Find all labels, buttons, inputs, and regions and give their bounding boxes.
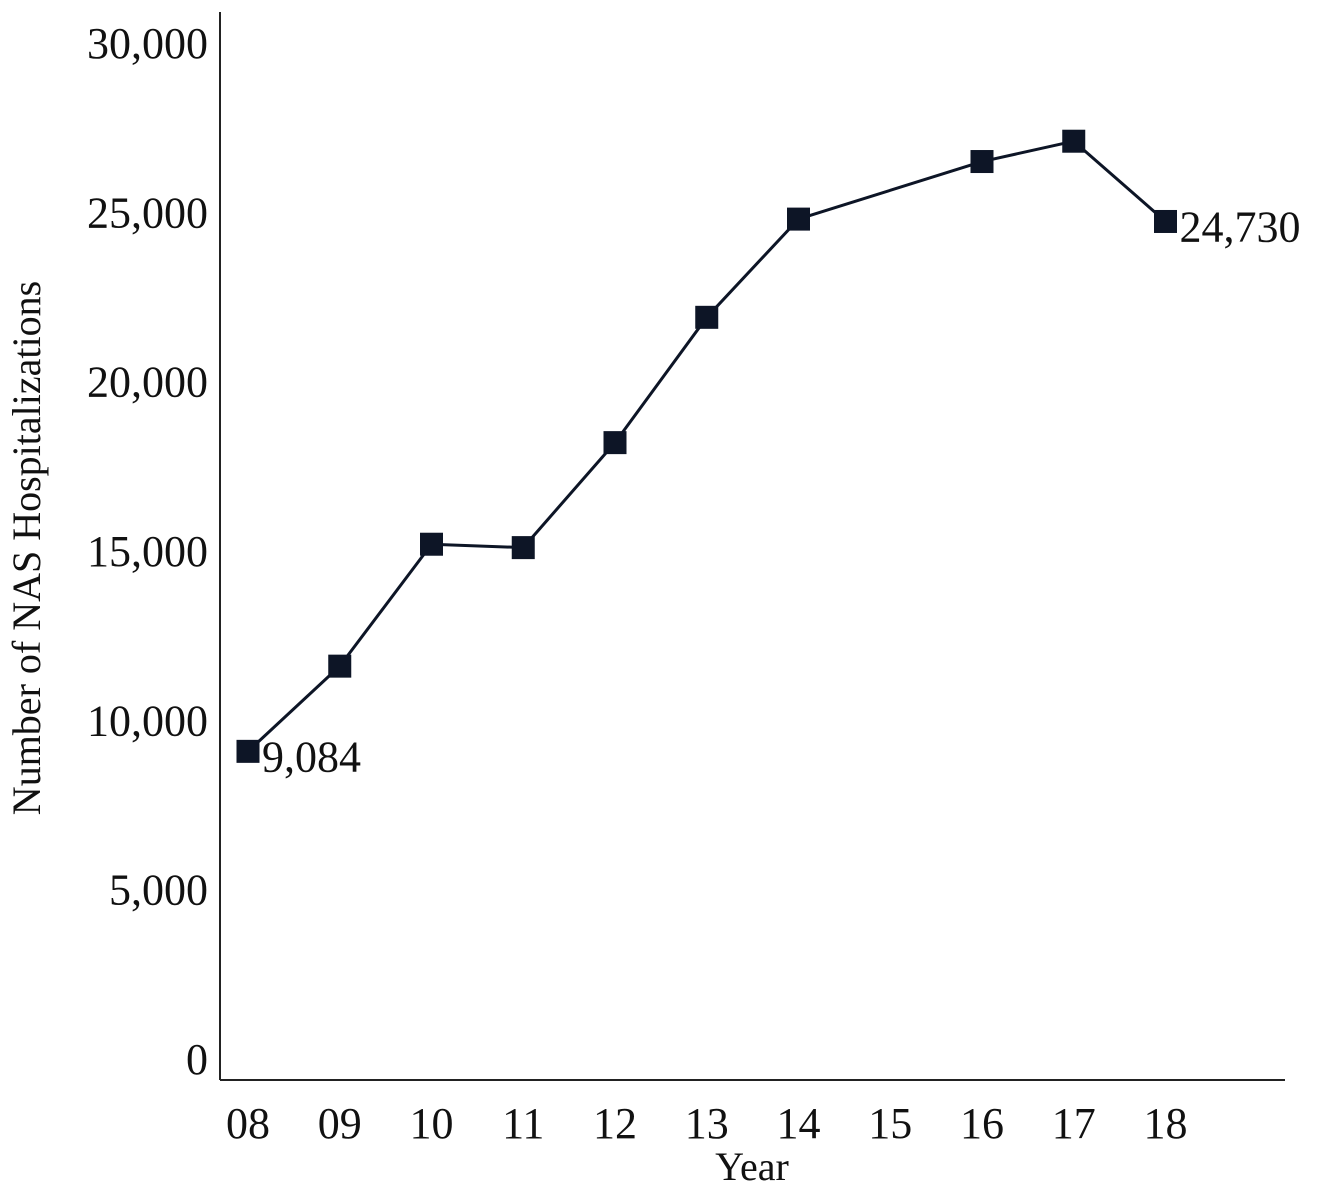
y-tick-labels: 0 5,000 10,000 15,000 20,000 25,000 30,000: [87, 19, 208, 1084]
data-point-marker: [1154, 209, 1177, 233]
x-tick-label: 17: [1052, 1099, 1096, 1148]
data-point-marker: [420, 532, 443, 556]
data-point-marker: [511, 536, 535, 560]
data-point-marker: [328, 654, 352, 678]
y-tick-label: 5,000: [109, 866, 208, 915]
y-tick-label: 25,000: [87, 188, 208, 237]
x-tick-label: 14: [777, 1099, 821, 1148]
data-point-marker: [970, 150, 994, 174]
y-tick-label: 0: [186, 1035, 208, 1084]
data-point-marker: [695, 305, 719, 329]
y-tick-label: 30,000: [87, 19, 208, 68]
y-tick-label: 20,000: [87, 358, 208, 407]
data-point-marker: [787, 207, 810, 231]
x-tick-label: 08: [226, 1099, 270, 1148]
y-axis-title: Number of NAS Hospitalizations: [4, 281, 49, 815]
data-label: 9,084: [262, 732, 361, 781]
axes: [219, 12, 1285, 1081]
data-labels: 9,084 24,730: [262, 202, 1301, 781]
x-tick-labels: 08 09 10 11 12 13 14 15 16 17 18: [226, 1099, 1188, 1148]
data-point-marker: [236, 739, 260, 763]
series-layer: [236, 129, 1177, 763]
x-tick-label: 18: [1144, 1099, 1188, 1148]
x-tick-label: 09: [318, 1099, 362, 1148]
series-line: [246, 139, 1167, 753]
y-tick-label: 15,000: [87, 527, 208, 576]
data-label: 24,730: [1180, 202, 1301, 251]
x-axis-title: Year: [715, 1144, 789, 1189]
x-tick-label: 16: [960, 1099, 1004, 1148]
data-point-marker: [1062, 129, 1086, 153]
x-tick-label: 13: [685, 1099, 729, 1148]
y-tick-label: 10,000: [87, 696, 208, 745]
x-tick-label: 10: [410, 1099, 454, 1148]
x-tick-label: 11: [502, 1099, 544, 1148]
data-point-marker: [603, 431, 627, 455]
x-tick-label: 15: [868, 1099, 912, 1148]
x-tick-label: 12: [593, 1099, 637, 1148]
